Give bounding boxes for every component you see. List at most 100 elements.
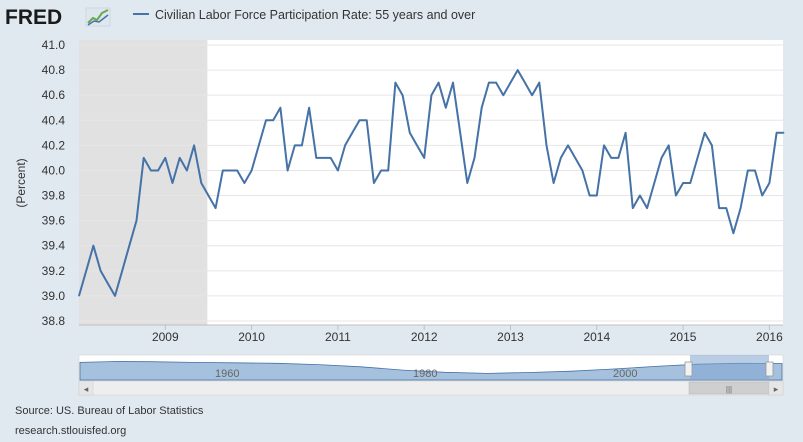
source-text: Source: US. Bureau of Labor Statistics [15,405,204,417]
data-point [682,182,684,184]
data-point [330,157,332,159]
data-point [258,144,260,146]
x-tick-label: 2011 [325,330,351,344]
data-point [438,82,440,84]
x-tick-label: 2009 [152,330,179,344]
data-point [538,82,540,84]
data-point [114,295,116,297]
recession-band [79,40,208,325]
data-point [207,194,209,197]
legend-label: Civilian Labor Force Participation Rate:… [155,8,475,22]
data-point [358,119,361,121]
data-point [308,107,310,109]
y-tick-label: 39.4 [42,239,66,253]
data-point [351,132,353,134]
data-point [179,157,181,159]
scroll-left-button[interactable] [78,380,94,396]
data-point [596,194,598,197]
data-point [294,144,296,146]
data-point [229,169,231,172]
data-point [85,270,87,272]
data-point [200,182,202,184]
data-point [589,194,591,197]
data-point [265,119,267,121]
data-point [725,207,727,209]
scrollbar[interactable]: ◂ ||| ▸ [78,380,784,396]
data-point [761,194,763,197]
y-tick-label: 40.8 [42,63,66,77]
scrollbar-grip-icon: ||| [726,385,732,394]
data-point [610,157,612,159]
data-point [322,157,325,159]
navigator-selection[interactable] [690,355,769,380]
data-point [128,245,130,247]
data-point [603,144,605,146]
navigator-handle-left[interactable] [684,361,693,377]
data-point [632,207,634,209]
scrollbar-track[interactable] [78,380,784,396]
data-point [768,182,771,184]
data-point [366,119,368,121]
data-point [639,194,641,197]
data-point [387,169,389,172]
y-tick-label: 39.0 [42,289,66,303]
x-axis: 2009 2010 2011 2012 2013 2014 2015 2016 [79,324,783,344]
y-tick-label: 40.6 [42,88,66,102]
data-point [560,157,562,159]
data-point [452,82,454,84]
x-tick-label: 2010 [238,330,265,344]
navigator-label-2000: 2000 [613,368,637,380]
data-point [495,82,497,84]
data-point [337,169,339,172]
scroll-right-arrow-icon: ▸ [774,384,779,394]
data-point [617,157,620,159]
y-axis-label: (Percent) [14,158,28,207]
navigator-handle-right[interactable] [765,361,774,377]
data-point [711,144,713,146]
data-point [251,169,253,172]
navigator-label-1980: 1980 [413,368,437,380]
data-point [524,82,526,84]
y-tick-label: 40.2 [42,138,66,152]
data-point [574,157,576,159]
data-point [394,82,396,84]
scroll-left-arrow-icon: ◂ [84,384,89,394]
data-point [171,182,174,184]
data-point [445,107,447,109]
x-tick-label: 2013 [497,330,524,344]
logo-text: FRED [5,6,62,29]
data-point [135,220,138,222]
data-point [567,144,569,146]
scroll-right-button[interactable] [768,380,784,396]
data-point [315,157,317,159]
legend[interactable]: Civilian Labor Force Participation Rate:… [133,8,475,22]
data-point [675,194,677,197]
data-point [689,182,691,184]
data-point [416,144,418,146]
data-point [473,157,476,159]
data-point [402,94,404,96]
data-point [222,169,224,172]
data-point [509,82,512,84]
data-point [783,132,785,134]
x-tick-label: 2016 [756,330,783,344]
data-point [100,270,102,272]
data-point [581,169,584,172]
navigator[interactable]: 1960 1980 2000 [78,354,784,381]
data-point [740,207,742,209]
data-point [776,132,778,134]
data-point [287,169,289,172]
data-point [553,182,555,184]
fred-logo[interactable]: FRED [5,6,111,29]
data-point [193,144,195,146]
data-point [653,182,655,184]
data-point [164,157,166,159]
x-tick-label: 2014 [583,330,610,344]
data-point [531,94,533,96]
x-tick-label: 2015 [670,330,697,344]
data-point [660,157,663,159]
y-tick-label: 39.6 [42,214,66,228]
source-url-link[interactable]: research.stlouisfed.org [15,425,127,437]
data-point [423,157,425,159]
data-point [754,169,756,172]
